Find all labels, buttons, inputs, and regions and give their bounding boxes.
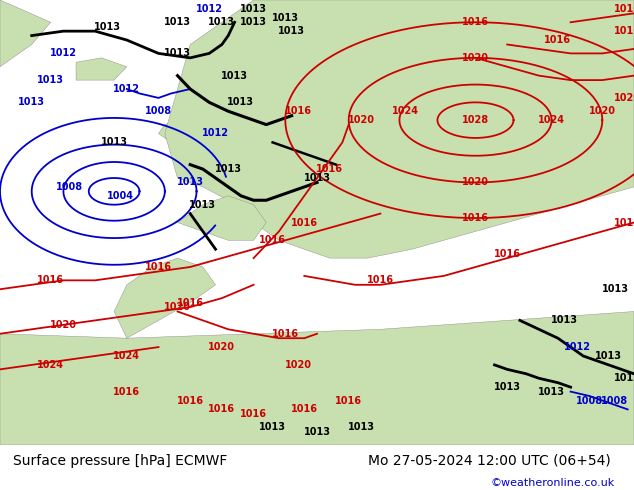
Text: 1020: 1020 xyxy=(285,360,311,370)
Text: 1016: 1016 xyxy=(177,297,204,308)
Text: 1013: 1013 xyxy=(614,373,634,383)
Text: 1020: 1020 xyxy=(164,302,191,312)
Text: 1016: 1016 xyxy=(335,395,362,406)
Text: 1024: 1024 xyxy=(538,115,565,125)
Text: 1016: 1016 xyxy=(462,213,489,223)
Text: 1013: 1013 xyxy=(240,17,267,27)
Text: 1020: 1020 xyxy=(50,320,77,330)
Text: 1013: 1013 xyxy=(18,98,45,107)
Text: 1016: 1016 xyxy=(240,409,267,419)
Text: 1013: 1013 xyxy=(551,316,578,325)
Text: 1020: 1020 xyxy=(209,342,235,352)
Text: 1012: 1012 xyxy=(196,4,223,14)
Text: 1016: 1016 xyxy=(291,218,318,227)
Text: 1013: 1013 xyxy=(595,351,622,361)
Text: 1024: 1024 xyxy=(37,360,64,370)
Text: 1013: 1013 xyxy=(494,382,521,392)
Text: 1020: 1020 xyxy=(462,53,489,63)
Text: 1016: 1016 xyxy=(494,248,521,259)
Text: 1013: 1013 xyxy=(177,177,204,188)
Text: 1024: 1024 xyxy=(392,106,419,116)
Text: 1024: 1024 xyxy=(113,351,140,361)
Text: 1013: 1013 xyxy=(240,4,267,14)
Text: 1013: 1013 xyxy=(164,17,191,27)
Text: 1016: 1016 xyxy=(177,395,204,406)
Text: 1016: 1016 xyxy=(614,218,634,227)
Text: 1012: 1012 xyxy=(113,84,140,94)
Text: 1016: 1016 xyxy=(259,235,286,245)
Text: 1013: 1013 xyxy=(94,22,121,32)
Text: 1016: 1016 xyxy=(614,4,634,14)
Text: 1012: 1012 xyxy=(564,342,590,352)
Text: 1013: 1013 xyxy=(259,422,286,432)
Text: 1013: 1013 xyxy=(228,98,254,107)
Text: 1013: 1013 xyxy=(37,75,64,85)
Text: 1008: 1008 xyxy=(576,395,603,406)
Text: 1013: 1013 xyxy=(304,173,330,183)
Text: 1008: 1008 xyxy=(145,106,172,116)
Text: 1013: 1013 xyxy=(304,427,330,437)
Text: Mo 27-05-2024 12:00 UTC (06+54): Mo 27-05-2024 12:00 UTC (06+54) xyxy=(368,454,611,468)
Text: 1012: 1012 xyxy=(50,49,77,58)
Text: 1013: 1013 xyxy=(221,71,248,81)
Text: 1016: 1016 xyxy=(37,275,64,285)
Text: 1013: 1013 xyxy=(101,137,127,147)
Text: Surface pressure [hPa] ECMWF: Surface pressure [hPa] ECMWF xyxy=(13,454,227,468)
Text: 1013: 1013 xyxy=(164,49,191,58)
Text: 1016: 1016 xyxy=(545,35,571,45)
Text: 1016: 1016 xyxy=(614,26,634,36)
Text: 1016: 1016 xyxy=(209,404,235,415)
Text: 1012: 1012 xyxy=(202,128,229,139)
Text: 1016: 1016 xyxy=(291,404,318,415)
Text: 1016: 1016 xyxy=(272,329,299,339)
Text: 1016: 1016 xyxy=(462,17,489,27)
Text: 1008: 1008 xyxy=(602,395,628,406)
Text: 1028: 1028 xyxy=(462,115,489,125)
Text: 1020: 1020 xyxy=(462,177,489,188)
Text: 1016: 1016 xyxy=(113,387,140,396)
Text: 1013: 1013 xyxy=(215,164,242,174)
Text: 1016: 1016 xyxy=(367,275,394,285)
Text: 1020: 1020 xyxy=(348,115,375,125)
Text: 1004: 1004 xyxy=(107,191,134,201)
Text: 1013: 1013 xyxy=(209,17,235,27)
Text: 1020: 1020 xyxy=(589,106,616,116)
Text: 1013: 1013 xyxy=(602,284,628,294)
Text: 1020: 1020 xyxy=(614,93,634,103)
Text: 1013: 1013 xyxy=(278,26,305,36)
Text: ©weatheronline.co.uk: ©weatheronline.co.uk xyxy=(491,478,615,488)
Text: 1013: 1013 xyxy=(272,13,299,23)
Text: 1013: 1013 xyxy=(348,422,375,432)
Text: 1013: 1013 xyxy=(190,200,216,210)
Text: 1013: 1013 xyxy=(538,387,565,396)
Text: 1016: 1016 xyxy=(145,262,172,272)
Text: 1016: 1016 xyxy=(316,164,343,174)
Text: 1008: 1008 xyxy=(56,182,83,192)
Text: 1016: 1016 xyxy=(285,106,311,116)
